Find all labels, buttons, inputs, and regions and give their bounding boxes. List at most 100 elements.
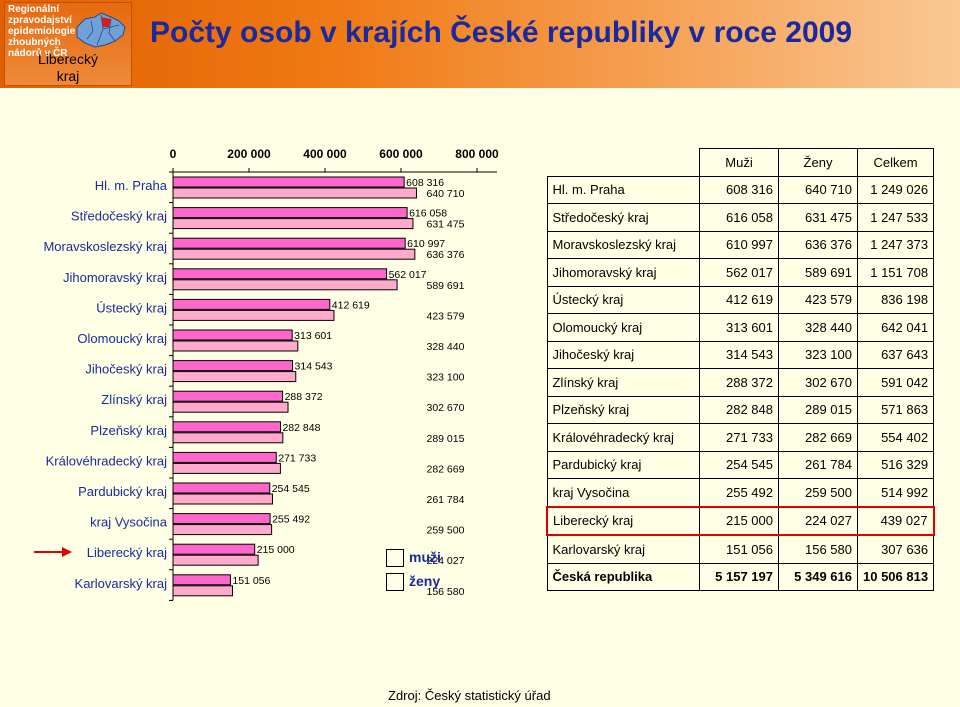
data-label-muzi: 314 543 [295,361,333,373]
cell-muzi: 5 157 197 [699,562,779,591]
cell-muzi: 254 545 [699,450,779,479]
row-name: kraj Vysočina [546,478,700,507]
bar-zeny [172,401,289,413]
category-label: Královéhradecký kraj [46,453,167,468]
category-label: Jihomoravský kraj [63,270,167,285]
highlight-arrow-icon [34,547,72,557]
table-header-row: Muži Ženy Celkem [547,148,935,177]
bar-zeny [172,187,417,199]
table-row: Moravskoslezský kraj 610 997 636 376 1 247 … [546,230,935,259]
region-name: Liberecký kraj [38,51,98,84]
table-row: Jihočeský kraj 314 543 323 100 637 643 [546,340,935,369]
table-row: Plzeňský kraj 282 848 289 015 571 863 [546,395,935,424]
bar-muzi [172,390,284,402]
header-celkem: Celkem [856,148,935,177]
cell-muzi: 282 848 [699,395,779,424]
category-label: Karlovarský kraj [75,576,168,591]
data-label-muzi: 215 000 [257,544,295,556]
row-name: Královéhradecký kraj [546,423,700,452]
cell-celkem: 439 027 [856,505,935,536]
cell-celkem: 637 643 [856,340,935,369]
x-tick-label: 0 [170,147,177,161]
cell-muzi: 608 316 [699,175,779,204]
table-body: Hl. m. Praha 608 316 640 710 1 249 026 Střed… [546,175,935,591]
cell-zeny: 302 670 [778,368,858,397]
row-name: Jihočeský kraj [546,340,700,369]
cell-muzi: 255 492 [699,478,779,507]
cell-celkem: 1 249 026 [856,175,935,204]
category-label: Ústecký kraj [96,300,167,315]
x-tick-label: 400 000 [303,147,347,161]
row-name: Liberecký kraj [546,505,700,536]
row-name: Ústecký kraj [546,285,700,314]
data-label-zeny: 631 475 [427,219,465,231]
data-label-zeny: 156 580 [427,586,465,598]
row-name: Jihomoravský kraj [546,258,700,287]
bar-muzi [172,360,294,372]
cell-zeny: 5 349 616 [778,562,858,591]
bar-muzi [172,268,388,280]
bar-zeny [172,279,398,291]
category-label: Jihočeský kraj [85,362,167,377]
data-label-muzi: 412 619 [332,299,370,311]
cell-celkem: 554 402 [856,423,935,452]
table-row: Ústecký kraj 412 619 423 579 836 198 [546,285,935,314]
row-name: Moravskoslezský kraj [546,230,700,259]
cell-celkem: 10 506 813 [856,562,935,591]
cell-zeny: 640 710 [778,175,858,204]
cell-zeny: 224 027 [778,505,858,536]
cell-celkem: 1 151 708 [856,258,935,287]
legend-label-muzi: muži [409,549,441,565]
bar-zeny [172,248,416,260]
page-title: Počty osob v krajích České republiky v r… [150,16,853,49]
table-corner [547,148,700,177]
category-label: Plzeňský kraj [90,423,167,438]
cell-muzi: 215 000 [699,505,779,536]
data-label-muzi: 608 316 [406,177,444,189]
cell-zeny: 156 580 [778,534,858,564]
row-name: Karlovarský kraj [546,534,700,564]
bar-muzi [172,513,271,525]
cell-zeny: 328 440 [778,313,858,342]
bar-muzi [172,421,281,433]
bar-muzi [172,482,271,494]
cell-zeny: 631 475 [778,203,858,232]
data-label-zeny: 640 710 [427,188,465,200]
table-row: Jihomoravský kraj 562 017 589 691 1 151 708 [546,258,935,287]
data-label-muzi: 313 601 [294,330,332,342]
data-label-zeny: 261 784 [427,494,465,506]
category-label: Moravskoslezský kraj [43,239,167,254]
data-label-zeny: 589 691 [427,280,465,292]
bar-muzi [172,176,405,188]
bar-muzi [172,574,231,586]
cell-zeny: 636 376 [778,230,858,259]
table-row: kraj Vysočina 255 492 259 500 514 992 [546,478,935,507]
logo: Regionální zpravodajství epidemiologie z… [4,2,132,86]
row-name: Olomoucký kraj [546,313,700,342]
cell-celkem: 836 198 [856,285,935,314]
data-label-zeny: 323 100 [427,372,465,384]
population-table: Muži Ženy Celkem Hl. m. Praha 608 316 640 … [546,148,935,591]
table-row: Karlovarský kraj 151 056 156 580 307 636 [546,534,935,564]
row-name: Hl. m. Praha [546,175,700,204]
bar-zeny [172,432,284,444]
category-label: Středočeský kraj [71,209,167,224]
cell-zeny: 589 691 [778,258,858,287]
bar-zeny [172,493,273,505]
cell-zeny: 282 669 [778,423,858,452]
data-label-muzi: 288 372 [285,391,323,403]
header-zeny: Ženy [778,148,858,177]
category-label: kraj Vysočina [90,515,168,530]
row-name: Středočeský kraj [546,203,700,232]
data-label-muzi: 271 733 [278,452,316,464]
population-bar-chart: 0 200 000 400 000 600 000 800 000 Hl. m. Prah… [43,147,499,601]
bar-zeny [172,340,299,352]
data-label-muzi: 282 848 [282,422,320,434]
bar-muzi [172,329,293,341]
data-label-zeny: 289 015 [427,433,465,445]
czech-map-icon [76,12,126,48]
data-label-muzi: 562 017 [389,269,427,281]
cell-celkem: 571 863 [856,395,935,424]
bar-muzi [172,451,277,463]
header-muzi: Muži [699,148,779,177]
